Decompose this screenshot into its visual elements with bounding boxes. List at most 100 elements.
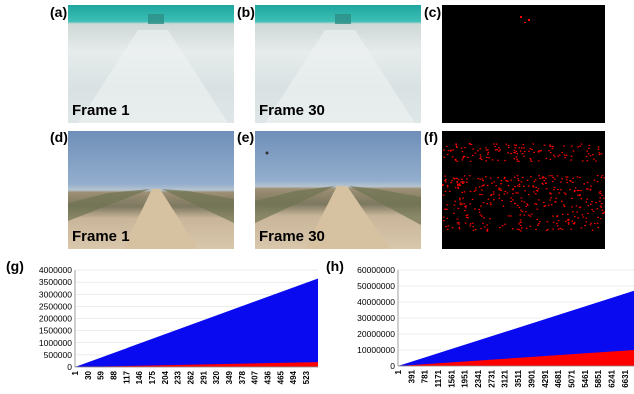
mask-point [458, 223, 460, 225]
mask-point [563, 154, 566, 156]
mask-point [561, 228, 564, 230]
mask-point [570, 228, 573, 230]
mask-point [501, 199, 503, 202]
mask-point [518, 183, 521, 185]
mask-points-f [442, 143, 605, 232]
mask-point [456, 222, 459, 224]
mask-point [587, 153, 590, 155]
mask-point [458, 184, 461, 186]
mask-point [494, 145, 496, 148]
mask-point [470, 143, 473, 146]
mask-point [537, 151, 540, 153]
mask-point [510, 197, 512, 199]
mask-point [521, 227, 523, 229]
mask-point [516, 204, 519, 206]
mask-point [542, 183, 544, 185]
mask-point [530, 213, 533, 215]
mask-point [601, 209, 604, 211]
mask-point [486, 203, 488, 205]
mask-point [597, 146, 600, 148]
x-tick-label: 88 [110, 370, 119, 379]
x-tick-label: 2731 [487, 369, 496, 387]
y-tick-label: 20000000 [357, 329, 395, 339]
mask-point [592, 210, 595, 212]
x-tick-label: 3121 [501, 369, 510, 387]
mask-point [461, 159, 464, 161]
mask-point [498, 194, 501, 196]
mask-point [561, 151, 563, 154]
mask-point [500, 183, 502, 185]
mask-point [561, 200, 563, 202]
mask-point [482, 202, 485, 204]
series-area-blue [75, 278, 318, 367]
mask-point [500, 180, 503, 182]
mask-point [603, 211, 605, 213]
mask-point [472, 148, 474, 150]
mask-point [478, 211, 481, 213]
mask-point [576, 189, 579, 192]
mask-point [600, 206, 603, 208]
mask-point [462, 197, 464, 199]
mask-point [446, 208, 448, 210]
mask-point [458, 183, 461, 185]
mask-point [505, 180, 507, 182]
mask-point [518, 223, 520, 225]
mask-point [447, 225, 450, 227]
mask-point [479, 193, 481, 196]
x-tick-label: 378 [238, 370, 247, 384]
mask-point [445, 181, 447, 183]
mask-point [459, 204, 462, 206]
mask-point [595, 202, 597, 204]
mask-point [519, 214, 521, 216]
mask-point [485, 147, 487, 149]
mask-point [471, 198, 474, 200]
mask-point [487, 151, 490, 153]
mask-point [480, 158, 483, 161]
mask-point [494, 149, 497, 151]
mask-point [512, 193, 514, 195]
mask-point [445, 226, 447, 228]
panel-label-g: (g) [6, 258, 24, 274]
mask-point [451, 227, 454, 229]
y-tick-label: 4000000 [39, 265, 72, 275]
mask-point [457, 184, 459, 187]
mask-point [591, 208, 593, 211]
mask-point [514, 203, 516, 205]
mask-point [552, 146, 554, 148]
mask-point [446, 184, 449, 187]
mask-point [469, 223, 472, 225]
frame-e-caption: Frame 30 [259, 228, 325, 245]
mask-point [462, 182, 464, 184]
mask-point [543, 177, 545, 179]
mask-point [520, 209, 522, 211]
mask-point [504, 160, 506, 162]
y-tick-label: 0 [390, 361, 395, 371]
mask-point [525, 211, 527, 213]
mask-point [598, 154, 601, 156]
mask-point [459, 199, 461, 201]
mask-point [520, 197, 523, 199]
mask-point [445, 208, 447, 210]
mask-point [517, 180, 520, 182]
mask-point [530, 159, 532, 161]
mask-point [517, 178, 519, 180]
mask-point [465, 214, 468, 216]
mask-point [482, 179, 484, 182]
x-tick-label: 1561 [447, 369, 456, 387]
chart-h: 0 10000000 20000000 30000000 40000000 5000000… [357, 265, 634, 388]
mask-point [456, 182, 459, 184]
mask-point [443, 208, 446, 210]
mask-point [595, 160, 597, 162]
mask-point [503, 193, 506, 195]
mask-point [533, 180, 536, 183]
mask-point [566, 176, 569, 178]
road-sketch-e [255, 151, 421, 249]
mask-point [514, 147, 517, 149]
mask-point [445, 178, 447, 180]
mask-point [545, 157, 548, 160]
panel-label-b: (b) [237, 4, 255, 20]
mask-point [444, 175, 446, 177]
x-tick-label: 320 [212, 370, 221, 384]
mask-point [563, 204, 565, 206]
series-area-blue [398, 290, 634, 366]
